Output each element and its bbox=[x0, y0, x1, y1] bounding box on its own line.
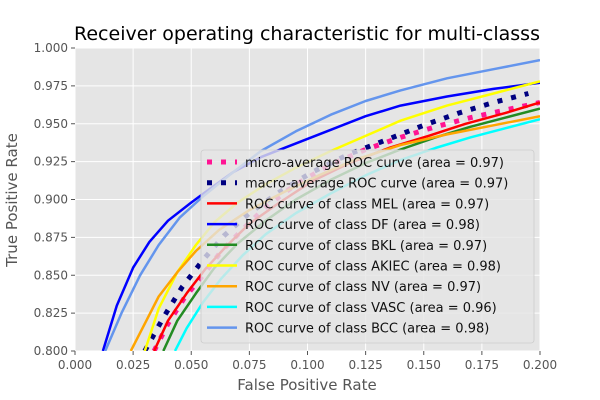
x-tick-label: 0.175 bbox=[465, 358, 499, 372]
chart-title: Receiver operating characteristic for mu… bbox=[74, 23, 540, 45]
legend-box bbox=[200, 149, 535, 344]
x-axis-ticks: 0.000 0.025 0.050 0.075 0.100 0.125 0.150 0.175… bbox=[58, 351, 557, 372]
y-axis-label: True Positive Rate bbox=[3, 133, 21, 268]
y-tick-label: 0.850 bbox=[34, 268, 68, 282]
x-tick-label: 0.100 bbox=[290, 358, 324, 372]
legend-label-0: micro-average ROC curve (area = 0.97) bbox=[245, 156, 504, 171]
legend-label-7: ROC curve of class VASC (area = 0.96) bbox=[245, 301, 497, 316]
y-tick-label: 0.975 bbox=[34, 79, 68, 93]
y-tick-label: 0.900 bbox=[34, 193, 68, 207]
series-line-0 bbox=[151, 100, 540, 351]
x-tick-label: 0.200 bbox=[523, 358, 557, 372]
legend-label-5: ROC curve of class AKIEC (area = 0.98) bbox=[245, 260, 501, 275]
legend-label-1: macro-average ROC curve (area = 0.97) bbox=[245, 177, 508, 192]
y-axis-ticks: 0.800 0.825 0.850 0.875 0.900 0.925 0.950 0.975… bbox=[34, 41, 75, 358]
x-tick-label: 0.125 bbox=[348, 358, 382, 372]
y-tick-label: 0.950 bbox=[34, 117, 68, 131]
legend-label-8: ROC curve of class BCC (area = 0.98) bbox=[245, 322, 489, 337]
y-tick-label: 0.875 bbox=[34, 230, 68, 244]
x-tick-label: 0.025 bbox=[116, 358, 150, 372]
x-tick-label: 0.150 bbox=[407, 358, 441, 372]
x-tick-label: 0.050 bbox=[174, 358, 208, 372]
legend: micro-average ROC curve (area = 0.97) mac… bbox=[200, 149, 535, 344]
legend-label-2: ROC curve of class MEL (area = 0.97) bbox=[245, 197, 489, 212]
legend-label-3: ROC curve of class DF (area = 0.98) bbox=[245, 218, 480, 233]
x-tick-label: 0.075 bbox=[232, 358, 266, 372]
x-tick-label: 0.000 bbox=[58, 358, 92, 372]
y-tick-label: 0.800 bbox=[34, 344, 68, 358]
y-tick-label: 1.000 bbox=[34, 41, 68, 55]
y-tick-label: 0.925 bbox=[34, 155, 68, 169]
legend-label-6: ROC curve of class NV (area = 0.97) bbox=[245, 280, 481, 295]
legend-label-4: ROC curve of class BKL (area = 0.97) bbox=[245, 239, 487, 254]
y-tick-label: 0.825 bbox=[34, 306, 68, 320]
x-axis-label: False Positive Rate bbox=[237, 376, 376, 394]
